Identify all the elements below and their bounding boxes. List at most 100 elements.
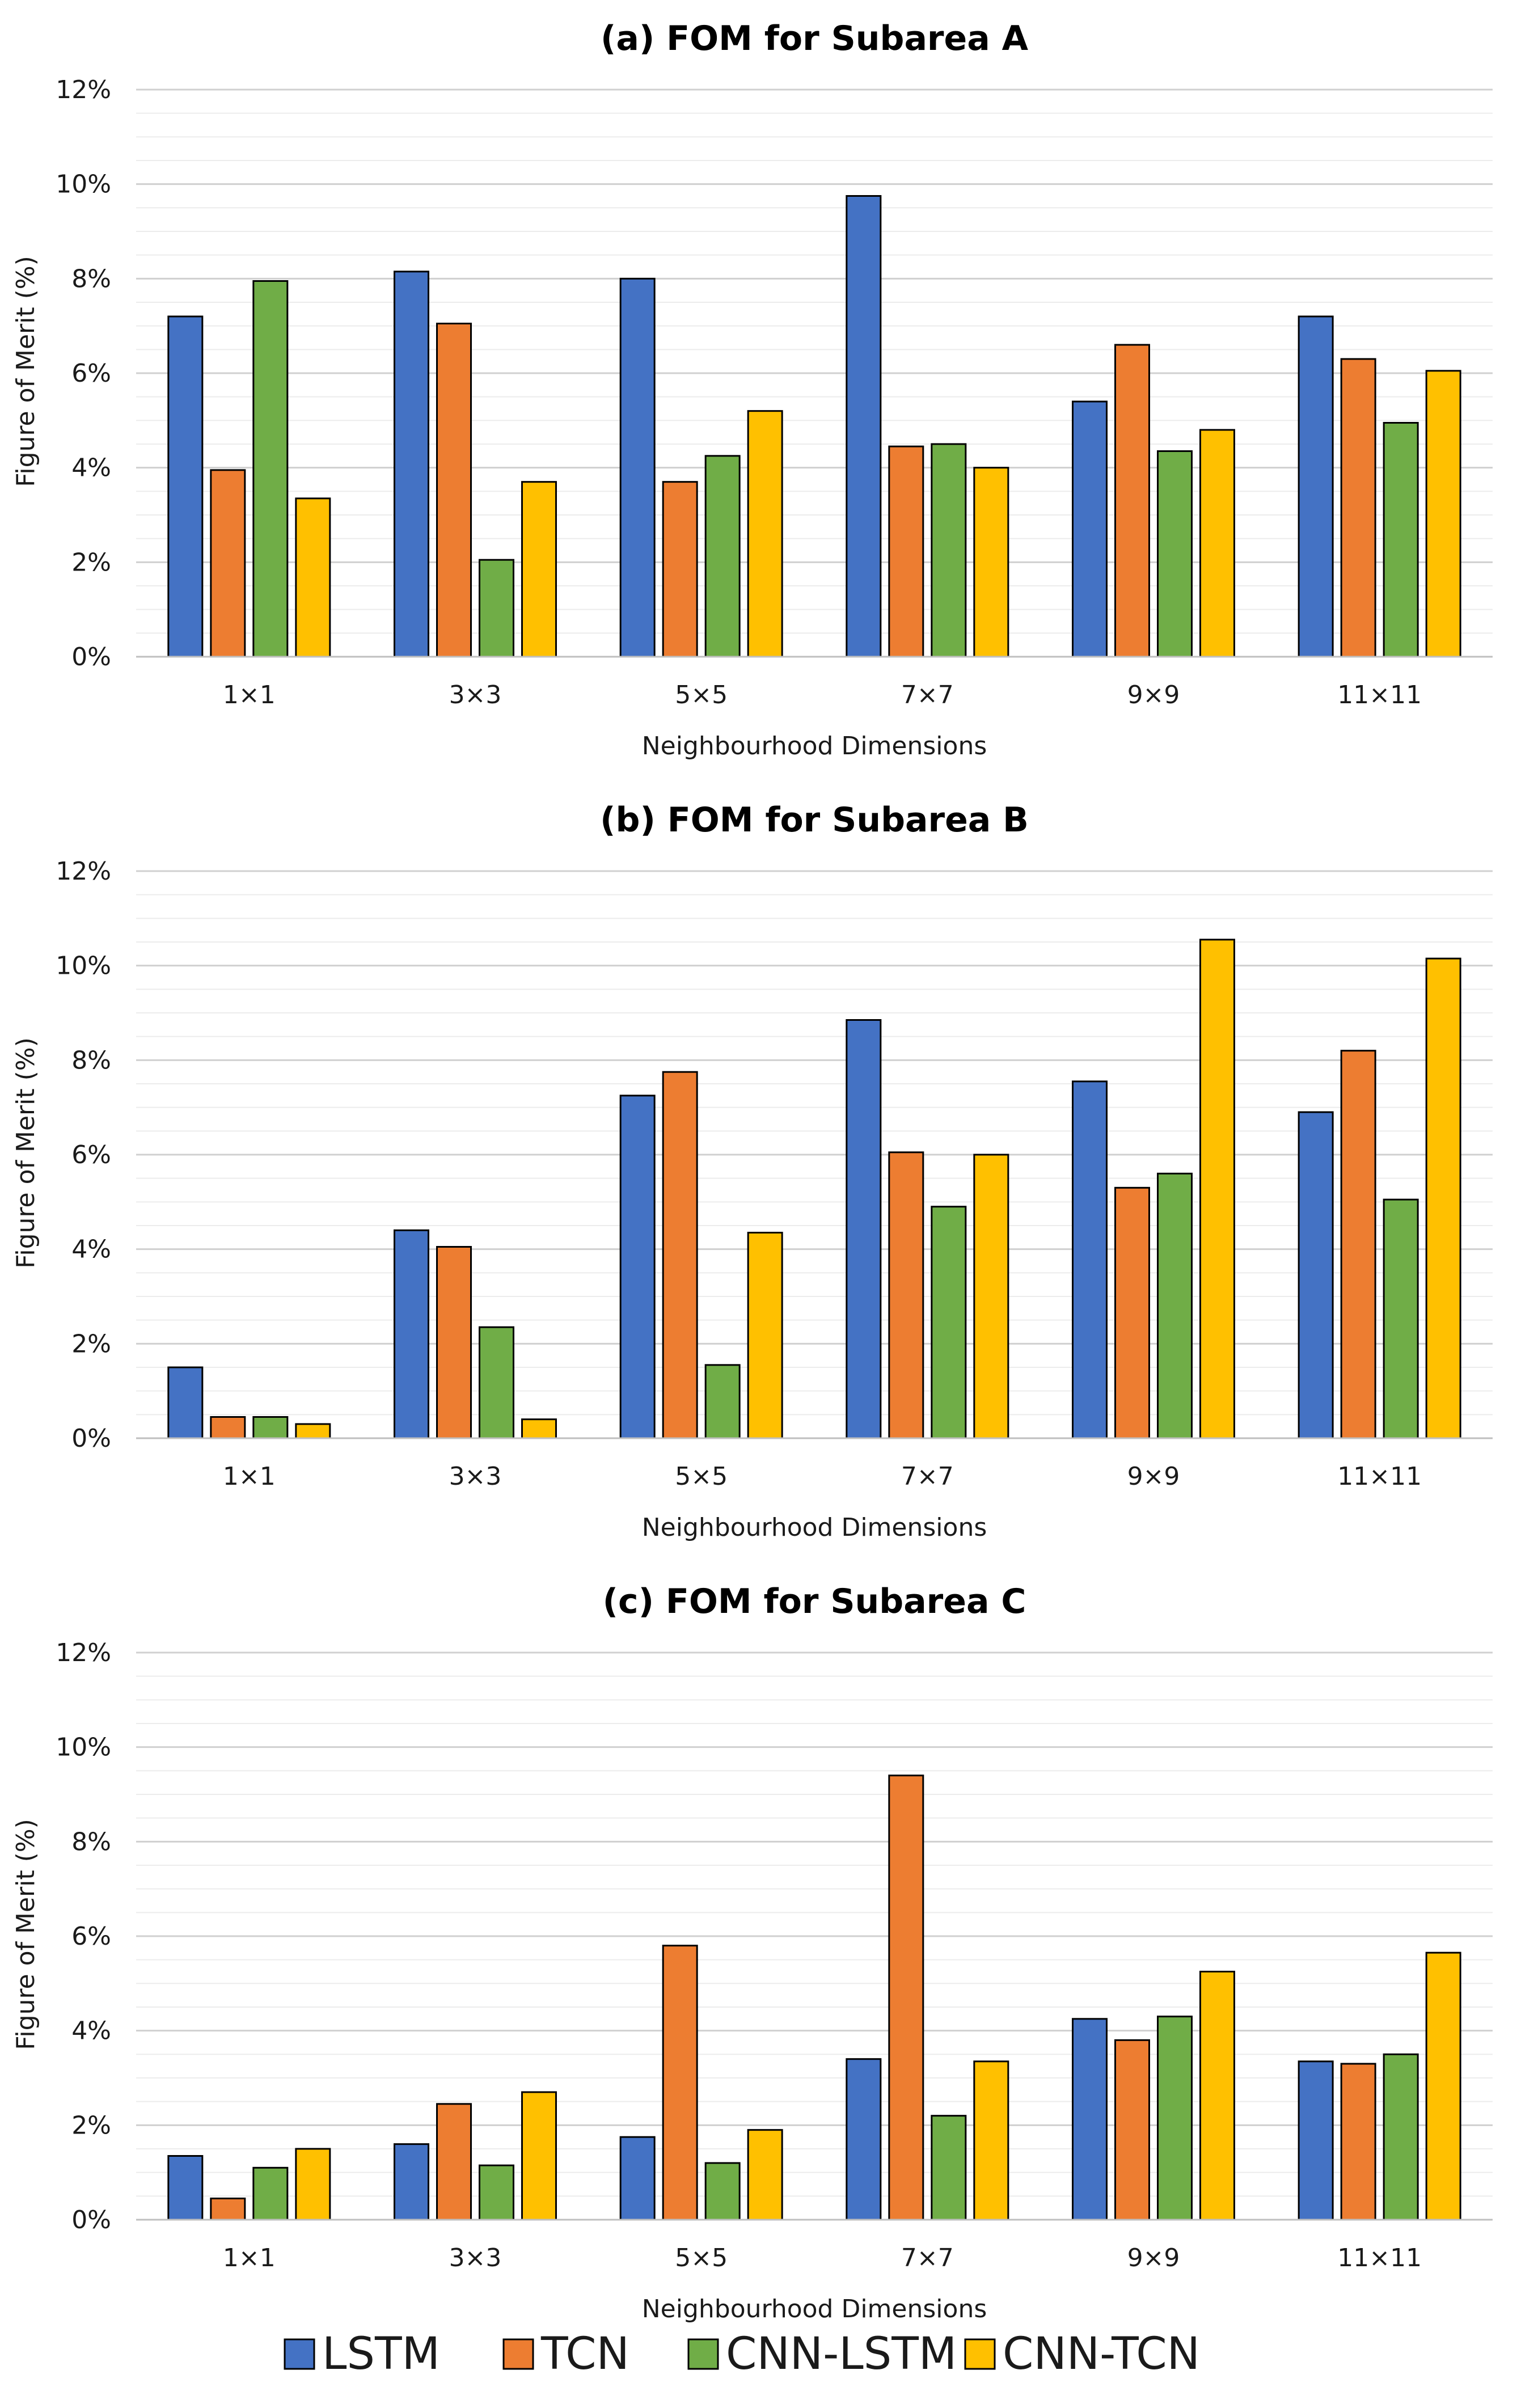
x-tick-label: 3×3 — [449, 681, 502, 709]
x-tick-label: 9×9 — [1127, 1462, 1180, 1491]
legend-label: CNN-TCN — [1003, 2329, 1200, 2380]
bar-tcn-5 — [1340, 2063, 1376, 2221]
bar-cnn-tcn-0 — [295, 2148, 331, 2221]
bar-cnn-lstm-4 — [1157, 2016, 1193, 2221]
x-tick-label: 11×11 — [1337, 1462, 1422, 1491]
bar-cnn-tcn-3 — [973, 1154, 1009, 1439]
x-tick-label: 7×7 — [901, 1462, 954, 1491]
y-tick-label: 4% — [71, 1235, 111, 1264]
bar-lstm-4 — [1072, 2018, 1108, 2221]
x-tick-label: 5×5 — [675, 2244, 728, 2272]
bar-lstm-2 — [619, 277, 656, 658]
chart-panel-c: (c) FOM for Subarea C 0% 2% 4% 6% 8% 10% 12% Fig… — [11, 1582, 1493, 2323]
bar-cnn-lstm-0 — [252, 2166, 289, 2221]
x-tick-label: 7×7 — [901, 2244, 954, 2272]
x-tick-label: 1×1 — [223, 681, 276, 709]
x-tick-label: 9×9 — [1127, 681, 1180, 709]
bar-cnn-tcn-5 — [1425, 1951, 1461, 2221]
x-tick-label: 1×1 — [223, 1462, 276, 1491]
x-tick-label: 3×3 — [449, 1462, 502, 1491]
bar-cnn-lstm-5 — [1383, 1198, 1419, 1439]
bar-lstm-1 — [394, 271, 429, 658]
bar-cnn-lstm-4 — [1157, 1172, 1193, 1439]
bar-lstm-3 — [846, 2058, 882, 2221]
y-tick-label: 6% — [71, 359, 111, 388]
bar-lstm-4 — [1072, 1080, 1108, 1439]
bar-lstm-5 — [1298, 2060, 1334, 2221]
bar-cnn-tcn-0 — [295, 497, 331, 658]
bar-cnn-lstm-2 — [704, 455, 741, 658]
legend-swatch-tcn — [502, 2338, 534, 2370]
y-tick-label: 2% — [71, 548, 111, 577]
bar-lstm-1 — [394, 1229, 429, 1439]
legend-swatch-cnn-tcn — [964, 2338, 996, 2370]
bar-cnn-lstm-4 — [1157, 450, 1193, 658]
bars — [167, 939, 1461, 1439]
bar-cnn-tcn-5 — [1425, 957, 1461, 1439]
bar-tcn-1 — [436, 2103, 472, 2221]
bar-cnn-lstm-0 — [252, 1416, 289, 1439]
bar-cnn-tcn-1 — [521, 2091, 557, 2221]
gridlines — [136, 88, 1493, 634]
y-tick-label: 2% — [71, 1329, 111, 1358]
bar-lstm-5 — [1298, 1111, 1334, 1439]
bar-lstm-0 — [167, 1366, 204, 1439]
bar-tcn-4 — [1114, 344, 1150, 658]
bar-cnn-tcn-2 — [747, 1232, 783, 1439]
bar-tcn-1 — [436, 1246, 472, 1439]
bar-tcn-0 — [210, 2198, 246, 2221]
y-tick-label: 0% — [71, 2206, 111, 2234]
x-axis-title: Neighbourhood Dimensions — [642, 732, 987, 761]
legend-label: TCN — [540, 2329, 629, 2380]
bar-cnn-lstm-1 — [479, 1326, 514, 1439]
bar-lstm-1 — [394, 2143, 429, 2221]
bar-cnn-lstm-0 — [252, 280, 289, 658]
bar-lstm-0 — [167, 2155, 204, 2221]
y-tick-label: 4% — [71, 2017, 111, 2046]
bar-cnn-tcn-0 — [295, 1423, 331, 1439]
y-axis-title: Figure of Merit (%) — [11, 256, 40, 487]
bar-cnn-lstm-5 — [1383, 2053, 1419, 2221]
bar-tcn-5 — [1340, 358, 1376, 658]
bar-lstm-3 — [846, 195, 882, 658]
y-tick-label: 8% — [71, 1827, 111, 1856]
x-tick-label: 1×1 — [223, 2244, 276, 2272]
y-tick-label: 0% — [71, 1424, 111, 1453]
x-tick-label: 5×5 — [675, 681, 728, 709]
y-tick-label: 10% — [56, 952, 111, 981]
legend-item-cnn-tcn: CNN-TCN — [964, 2329, 1200, 2380]
bar-tcn-2 — [662, 481, 698, 658]
gridlines — [136, 1651, 1493, 2197]
bar-lstm-2 — [619, 2136, 656, 2221]
y-tick-label: 6% — [71, 1922, 111, 1951]
bar-cnn-tcn-2 — [747, 410, 783, 658]
bar-tcn-2 — [662, 1945, 698, 2221]
bar-cnn-tcn-2 — [747, 2129, 783, 2221]
bar-tcn-3 — [888, 1151, 924, 1439]
bar-cnn-tcn-5 — [1425, 370, 1461, 658]
bar-cnn-tcn-3 — [973, 2060, 1009, 2221]
x-tick-label: 7×7 — [901, 681, 954, 709]
bar-cnn-lstm-3 — [931, 443, 967, 658]
x-axis-title: Neighbourhood Dimensions — [642, 2295, 987, 2323]
chart-title: (c) FOM for Subarea C — [603, 1582, 1026, 1621]
y-tick-label: 6% — [71, 1140, 111, 1169]
chart-title: (a) FOM for Subarea A — [601, 19, 1029, 58]
bar-lstm-4 — [1072, 400, 1108, 658]
y-axis-title: Figure of Merit (%) — [11, 1819, 40, 2050]
x-axis-title: Neighbourhood Dimensions — [642, 1513, 987, 1542]
legend-label: CNN-LSTM — [726, 2329, 957, 2380]
chart-panels: (a) FOM for Subarea A 0% 2% 4% 6% 8% 10% 12% Fig… — [11, 19, 1493, 2323]
x-tick-label: 11×11 — [1337, 681, 1422, 709]
bar-cnn-lstm-1 — [479, 559, 514, 658]
y-tick-label: 10% — [56, 170, 111, 199]
bar-tcn-0 — [210, 469, 246, 658]
x-tick-label: 9×9 — [1127, 2244, 1180, 2272]
legend-item-tcn: TCN — [502, 2329, 629, 2380]
y-tick-label: 10% — [56, 1733, 111, 1762]
chart-title: (b) FOM for Subarea B — [600, 800, 1029, 840]
y-tick-label: 4% — [71, 454, 111, 483]
bar-tcn-3 — [888, 445, 924, 658]
legend-swatch-cnn-lstm — [687, 2338, 719, 2370]
